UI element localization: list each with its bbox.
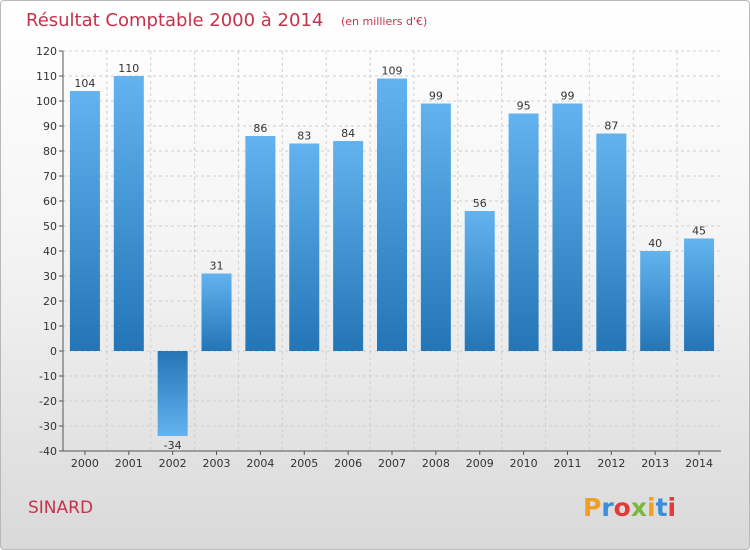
- y-tick-label: -20: [39, 395, 57, 408]
- bar: [596, 133, 627, 351]
- data-label: 99: [429, 90, 443, 103]
- x-tick-label: 2014: [685, 457, 713, 470]
- x-tick-label: 2004: [246, 457, 274, 470]
- y-tick-label: 20: [43, 295, 57, 308]
- bar: [113, 76, 144, 351]
- bar: [640, 251, 671, 351]
- logo-letter: r: [601, 493, 614, 522]
- bar: [464, 211, 495, 351]
- data-label: 109: [382, 65, 403, 78]
- bar: [552, 103, 583, 351]
- y-tick-label: 90: [43, 120, 57, 133]
- data-label: 104: [74, 77, 95, 90]
- y-tick-label: -40: [39, 445, 57, 458]
- commune-name: SINARD: [28, 498, 93, 518]
- data-label: 110: [118, 62, 139, 75]
- x-tick-label: 2000: [71, 457, 99, 470]
- bar: [420, 103, 451, 351]
- bars: 104 110 -34 31 86 83 84 109 99 56 95 99 87 40 45: [69, 62, 715, 452]
- bar: [69, 91, 100, 351]
- data-label: 95: [517, 100, 531, 113]
- logo-letter: i: [668, 493, 677, 522]
- y-tick-label: 110: [36, 70, 57, 83]
- x-tick-label: 2012: [597, 457, 625, 470]
- bar: [245, 136, 276, 351]
- bar: [377, 78, 407, 351]
- y-tick-label: 50: [43, 220, 57, 233]
- y-tick-label: 70: [43, 170, 57, 183]
- bar: [157, 351, 188, 436]
- y-tick-label: 100: [36, 95, 57, 108]
- x-tick-label: 2010: [510, 457, 538, 470]
- proxiti-logo: Proxiti: [583, 493, 676, 522]
- bar: [201, 273, 232, 351]
- bar: [333, 141, 364, 351]
- x-tick-label: 2011: [553, 457, 581, 470]
- x-tick-label: 2005: [290, 457, 318, 470]
- data-label: 87: [604, 120, 618, 133]
- bar: [508, 113, 539, 351]
- chart-title: Résultat Comptable 2000 à 2014: [26, 10, 323, 31]
- y-tick-label: 60: [43, 195, 57, 208]
- data-label: 40: [648, 237, 662, 250]
- bar: [289, 143, 320, 351]
- y-tick-label: 0: [50, 345, 57, 358]
- y-tick-label: 80: [43, 145, 57, 158]
- y-tick-label: 30: [43, 270, 57, 283]
- data-label: 86: [253, 122, 267, 135]
- data-label: -34: [164, 439, 182, 452]
- logo-letter: o: [614, 493, 631, 522]
- logo-letter: P: [583, 493, 601, 522]
- y-tick-label: -10: [39, 370, 57, 383]
- data-label: 45: [692, 225, 706, 238]
- logo-letter: t: [656, 493, 668, 522]
- data-label: 56: [473, 197, 487, 210]
- x-tick-label: 2013: [641, 457, 669, 470]
- y-tick-label: -30: [39, 420, 57, 433]
- y-tick-label: 120: [36, 45, 57, 58]
- y-tick-label: 10: [43, 320, 57, 333]
- x-tick-label: 2006: [334, 457, 362, 470]
- x-tick-label: 2008: [422, 457, 450, 470]
- data-label: 84: [341, 127, 355, 140]
- axes: -40 -30 -20 -10 0 10 20 30 40 50 60 70 80 90 100 110 120…: [36, 45, 721, 470]
- x-tick-label: 2001: [115, 457, 143, 470]
- x-tick-label: 2003: [203, 457, 231, 470]
- data-label: 99: [560, 90, 574, 103]
- x-tick-label: 2009: [466, 457, 494, 470]
- x-tick-label: 2007: [378, 457, 406, 470]
- y-tick-label: 40: [43, 245, 57, 258]
- logo-letter: i: [647, 493, 656, 522]
- chart-subtitle: (en milliers d'€): [341, 15, 427, 28]
- data-label: 83: [297, 130, 311, 143]
- logo-letter: x: [631, 493, 647, 522]
- bar: [684, 238, 715, 351]
- x-tick-label: 2002: [159, 457, 187, 470]
- data-label: 31: [210, 260, 224, 273]
